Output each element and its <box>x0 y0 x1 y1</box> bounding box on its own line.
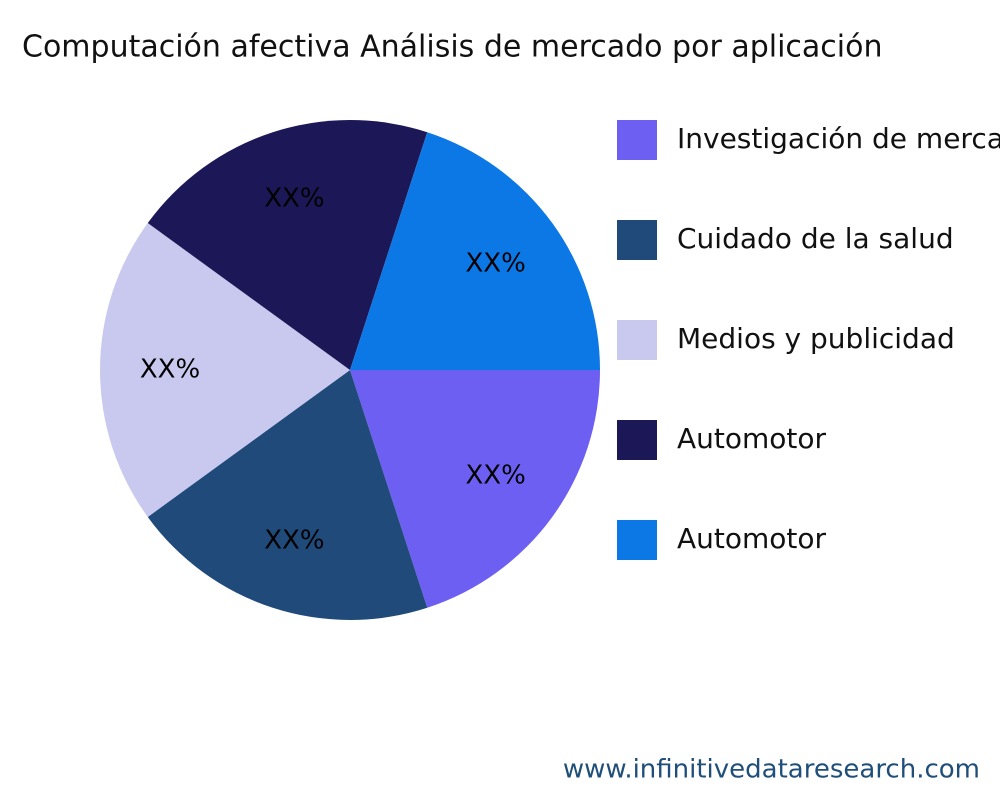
pie-slice <box>350 370 600 608</box>
slice-label: XX% <box>465 249 525 279</box>
pie-slice <box>350 132 600 370</box>
legend-swatch <box>617 220 657 260</box>
slice-label: XX% <box>140 355 200 385</box>
legend-label: Investigación de mercado <box>677 122 1000 155</box>
slice-label: XX% <box>264 526 324 556</box>
legend-label: Cuidado de la salud <box>677 222 954 255</box>
legend-swatch <box>617 420 657 460</box>
legend-label: Automotor <box>677 522 827 555</box>
legend-swatch <box>617 520 657 560</box>
pie-slice <box>147 370 428 620</box>
slice-label: XX% <box>264 183 324 213</box>
legend-swatch <box>617 120 657 160</box>
legend-swatch <box>617 320 657 360</box>
pie-slice <box>147 120 428 370</box>
slice-label: XX% <box>465 460 525 490</box>
legend-label: Automotor <box>677 422 827 455</box>
legend-label: Medios y publicidad <box>677 322 955 355</box>
source-link: www.infinitivedataresearch.com <box>563 755 980 785</box>
pie-slice <box>100 223 350 517</box>
chart-title: Computación afectiva Análisis de mercado… <box>22 30 883 65</box>
